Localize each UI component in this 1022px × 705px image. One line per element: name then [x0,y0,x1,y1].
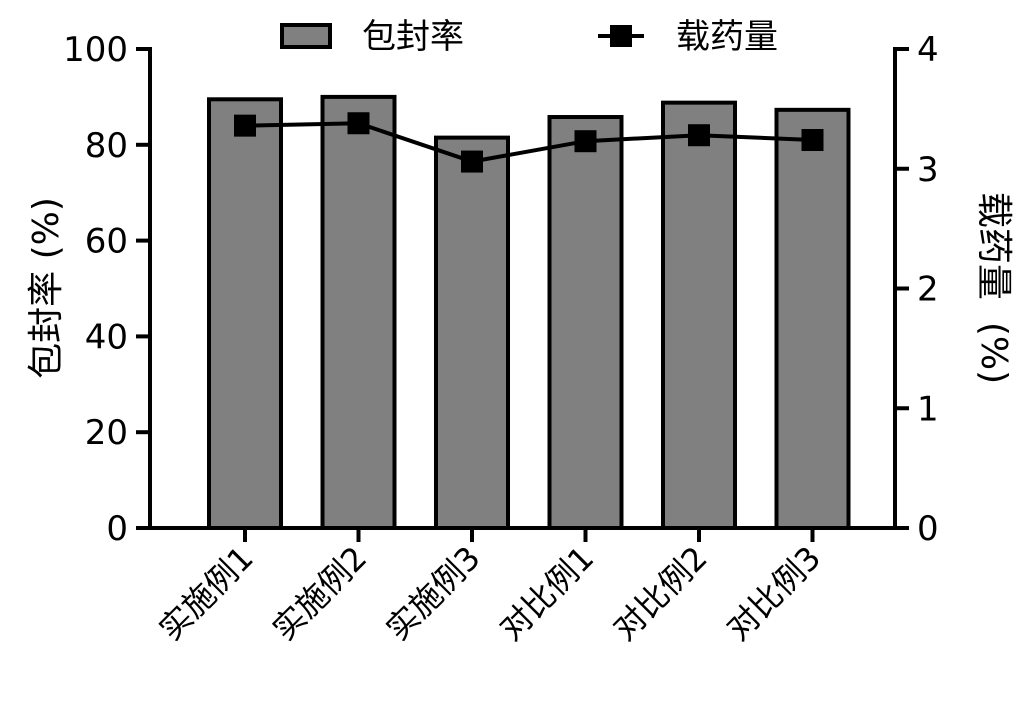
y-axis-right-title-main: 载药量 [973,192,1014,300]
legend-label-line: 载药量 [676,17,778,57]
y-left-tick-label-0: 0 [106,509,128,549]
y-right-tick-label-2: 2 [917,270,939,310]
x-tick-label-4: 对比例1 [492,539,601,648]
line-point-4 [574,130,597,153]
y-left-tick-label-2: 40 [85,317,128,357]
legend-line-marker [610,25,632,47]
bar-5 [661,100,737,530]
axis-titles: 包封率 (%) 载药量 (%) [26,192,1014,384]
bars-layer [207,94,851,531]
y-left-tick-label-4: 80 [85,126,128,166]
y-right-tick-label-0: 0 [917,509,939,549]
bar-4 [547,115,624,530]
line-point-3 [461,150,483,173]
line-series-path [244,121,813,164]
x-tick-label-5: 对比例2 [605,539,714,648]
bar-2 [320,94,397,531]
x-tick-label-3: 实施例3 [378,539,487,648]
legend-label-bar: 包封率 [362,17,464,57]
y-axis-left-title: 包封率 (%) [26,197,67,379]
y-right-tick-label-3: 3 [917,150,939,190]
line-point-5 [688,124,710,147]
y-axis-right-title: 载药量 (%) [973,192,1014,384]
bar-6 [774,107,851,530]
bar-3 [434,135,510,531]
y-left-tick-label-3: 60 [85,222,128,262]
line-point-6 [801,129,824,152]
x-tick-label-1: 实施例1 [151,539,260,648]
y-left-tick-label-1: 20 [85,413,128,453]
line-point-2 [347,112,370,135]
bar-1 [207,97,283,530]
line-point-1 [234,114,256,137]
legend-bar-swatch [280,23,332,49]
x-tick-label-6: 对比例3 [719,539,828,648]
y-right-tick-label-4: 4 [917,30,939,70]
y-axis-right-title-unit: (%) [973,322,1014,384]
y-right-tick-label-1: 1 [917,389,939,429]
legend: 包封率 载药量 [280,17,778,57]
y-left-tick-label-5: 100 [63,30,128,70]
line-layer [234,112,824,173]
x-tick-label-2: 实施例2 [265,539,374,648]
